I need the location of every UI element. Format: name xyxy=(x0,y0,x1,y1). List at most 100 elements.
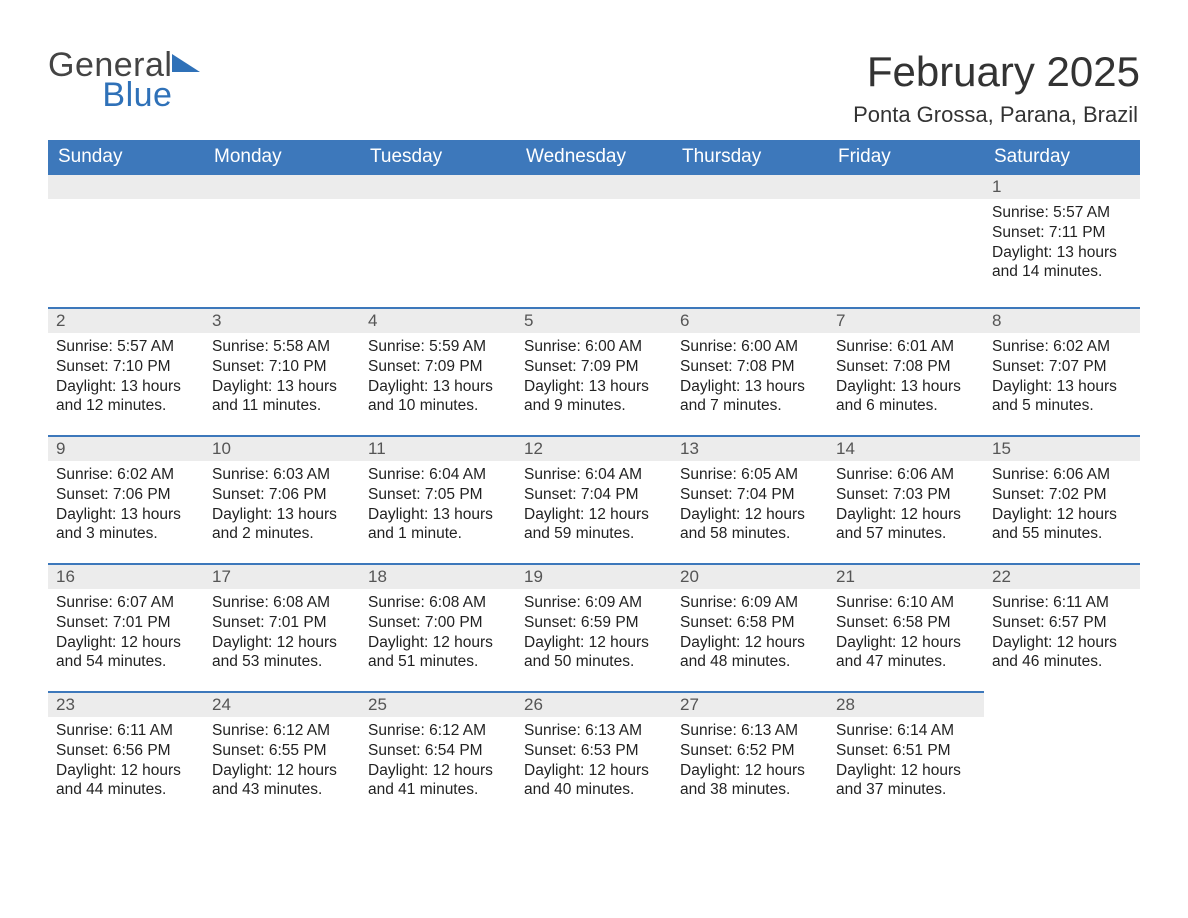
day-number xyxy=(672,175,828,199)
sunset-line: Sunset: 7:10 PM xyxy=(56,357,196,377)
sunrise-line: Sunrise: 6:02 AM xyxy=(992,337,1132,357)
day-details: Sunrise: 6:00 AMSunset: 7:08 PMDaylight:… xyxy=(672,333,828,424)
calendar-page: General Blue February 2025 Ponta Grossa,… xyxy=(0,0,1188,859)
sunset-line: Sunset: 7:10 PM xyxy=(212,357,352,377)
calendar-cell: 5 Sunrise: 6:00 AMSunset: 7:09 PMDaylight… xyxy=(516,307,672,435)
day-number: 23 xyxy=(48,691,204,717)
day-number: 18 xyxy=(360,563,516,589)
sunset-line: Sunset: 6:55 PM xyxy=(212,741,352,761)
day-details: Sunrise: 6:03 AMSunset: 7:06 PMDaylight:… xyxy=(204,461,360,552)
day-number: 19 xyxy=(516,563,672,589)
page-header: General Blue February 2025 Ponta Grossa,… xyxy=(48,48,1140,128)
day-number: 1 xyxy=(984,175,1140,199)
sunrise-line: Sunrise: 6:08 AM xyxy=(368,593,508,613)
day-details: Sunrise: 5:57 AMSunset: 7:10 PMDaylight:… xyxy=(48,333,204,424)
sunset-line: Sunset: 7:08 PM xyxy=(680,357,820,377)
sunset-line: Sunset: 7:05 PM xyxy=(368,485,508,505)
day-number: 15 xyxy=(984,435,1140,461)
weekday-header: Sunday xyxy=(48,140,204,175)
day-number: 24 xyxy=(204,691,360,717)
weekday-header: Saturday xyxy=(984,140,1140,175)
sunset-line: Sunset: 7:09 PM xyxy=(524,357,664,377)
daylight-line: Daylight: 12 hours and 38 minutes. xyxy=(680,761,820,801)
daylight-line: Daylight: 12 hours and 53 minutes. xyxy=(212,633,352,673)
day-number: 12 xyxy=(516,435,672,461)
weekday-header: Monday xyxy=(204,140,360,175)
daylight-line: Daylight: 12 hours and 57 minutes. xyxy=(836,505,976,545)
day-number xyxy=(828,175,984,199)
day-details: Sunrise: 6:11 AMSunset: 6:57 PMDaylight:… xyxy=(984,589,1140,680)
calendar-cell xyxy=(672,175,828,307)
calendar-cell: 4Sunrise: 5:59 AMSunset: 7:09 PMDaylight… xyxy=(360,307,516,435)
day-details: Sunrise: 6:13 AMSunset: 6:53 PMDaylight:… xyxy=(516,717,672,808)
day-number: 5 xyxy=(516,307,672,333)
day-number: 2 xyxy=(48,307,204,333)
day-details xyxy=(828,199,984,211)
day-details: Sunrise: 6:09 AMSunset: 6:58 PMDaylight:… xyxy=(672,589,828,680)
daylight-line: Daylight: 13 hours and 12 minutes. xyxy=(56,377,196,417)
day-number xyxy=(984,691,1140,715)
sunrise-line: Sunrise: 6:04 AM xyxy=(524,465,664,485)
sunrise-line: Sunrise: 6:09 AM xyxy=(524,593,664,613)
day-number: 8 xyxy=(984,307,1140,333)
day-details: Sunrise: 6:08 AMSunset: 7:01 PMDaylight:… xyxy=(204,589,360,680)
calendar-cell xyxy=(360,175,516,307)
day-number xyxy=(48,175,204,199)
weekday-header: Wednesday xyxy=(516,140,672,175)
day-details: Sunrise: 6:07 AMSunset: 7:01 PMDaylight:… xyxy=(48,589,204,680)
sunrise-line: Sunrise: 5:57 AM xyxy=(56,337,196,357)
calendar-cell: 13Sunrise: 6:05 AMSunset: 7:04 PMDayligh… xyxy=(672,435,828,563)
weekday-header: Tuesday xyxy=(360,140,516,175)
day-number: 22 xyxy=(984,563,1140,589)
daylight-line: Daylight: 12 hours and 46 minutes. xyxy=(992,633,1132,673)
weekday-header: Friday xyxy=(828,140,984,175)
calendar-cell: 7Sunrise: 6:01 AMSunset: 7:08 PMDaylight… xyxy=(828,307,984,435)
daylight-line: Daylight: 12 hours and 54 minutes. xyxy=(56,633,196,673)
sunrise-line: Sunrise: 6:09 AM xyxy=(680,593,820,613)
day-number xyxy=(360,175,516,199)
calendar-cell: 2Sunrise: 5:57 AMSunset: 7:10 PMDaylight… xyxy=(48,307,204,435)
daylight-line: Daylight: 12 hours and 50 minutes. xyxy=(524,633,664,673)
page-subtitle: Ponta Grossa, Parana, Brazil xyxy=(853,102,1138,128)
calendar-cell: 10Sunrise: 6:03 AMSunset: 7:06 PMDayligh… xyxy=(204,435,360,563)
calendar-cell: 14Sunrise: 6:06 AMSunset: 7:03 PMDayligh… xyxy=(828,435,984,563)
sunrise-line: Sunrise: 6:06 AM xyxy=(836,465,976,485)
day-details xyxy=(984,715,1140,727)
day-details: Sunrise: 5:59 AMSunset: 7:09 PMDaylight:… xyxy=(360,333,516,424)
sunset-line: Sunset: 7:06 PM xyxy=(212,485,352,505)
day-details: Sunrise: 6:12 AMSunset: 6:55 PMDaylight:… xyxy=(204,717,360,808)
day-number: 21 xyxy=(828,563,984,589)
sunrise-line: Sunrise: 6:05 AM xyxy=(680,465,820,485)
day-details xyxy=(516,199,672,211)
calendar-cell: 11Sunrise: 6:04 AMSunset: 7:05 PMDayligh… xyxy=(360,435,516,563)
day-number: 14 xyxy=(828,435,984,461)
daylight-line: Daylight: 13 hours and 9 minutes. xyxy=(524,377,664,417)
day-details: Sunrise: 6:02 AMSunset: 7:07 PMDaylight:… xyxy=(984,333,1140,424)
calendar-cell: 28Sunrise: 6:14 AMSunset: 6:51 PMDayligh… xyxy=(828,691,984,819)
calendar-cell: 15Sunrise: 6:06 AMSunset: 7:02 PMDayligh… xyxy=(984,435,1140,563)
calendar-cell: 9Sunrise: 6:02 AMSunset: 7:06 PMDaylight… xyxy=(48,435,204,563)
day-details: Sunrise: 6:06 AMSunset: 7:02 PMDaylight:… xyxy=(984,461,1140,552)
day-details: Sunrise: 6:12 AMSunset: 6:54 PMDaylight:… xyxy=(360,717,516,808)
day-number: 27 xyxy=(672,691,828,717)
day-number: 6 xyxy=(672,307,828,333)
calendar-cell: 20Sunrise: 6:09 AMSunset: 6:58 PMDayligh… xyxy=(672,563,828,691)
sunset-line: Sunset: 6:56 PM xyxy=(56,741,196,761)
calendar-cell xyxy=(48,175,204,307)
daylight-line: Daylight: 12 hours and 47 minutes. xyxy=(836,633,976,673)
day-details: Sunrise: 6:14 AMSunset: 6:51 PMDaylight:… xyxy=(828,717,984,808)
calendar-cell: 21Sunrise: 6:10 AMSunset: 6:58 PMDayligh… xyxy=(828,563,984,691)
day-details: Sunrise: 6:06 AMSunset: 7:03 PMDaylight:… xyxy=(828,461,984,552)
sunrise-line: Sunrise: 6:00 AM xyxy=(524,337,664,357)
day-details: Sunrise: 5:57 AMSunset: 7:11 PMDaylight:… xyxy=(984,199,1140,290)
sunrise-line: Sunrise: 6:07 AM xyxy=(56,593,196,613)
sunset-line: Sunset: 6:58 PM xyxy=(680,613,820,633)
sunset-line: Sunset: 7:02 PM xyxy=(992,485,1132,505)
day-number xyxy=(204,175,360,199)
daylight-line: Daylight: 12 hours and 37 minutes. xyxy=(836,761,976,801)
sunrise-line: Sunrise: 6:00 AM xyxy=(680,337,820,357)
day-number: 17 xyxy=(204,563,360,589)
sunrise-line: Sunrise: 6:01 AM xyxy=(836,337,976,357)
sunset-line: Sunset: 7:00 PM xyxy=(368,613,508,633)
page-title: February 2025 xyxy=(853,48,1140,96)
